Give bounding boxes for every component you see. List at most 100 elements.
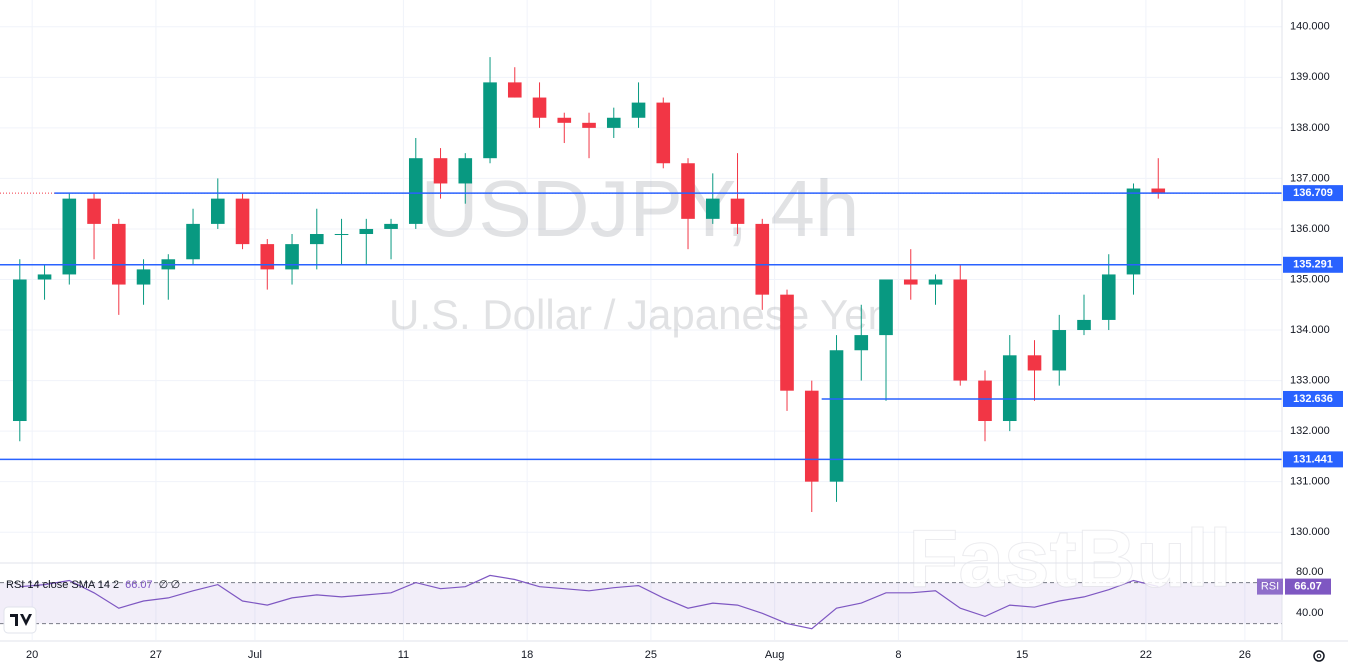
- candle-body: [483, 82, 497, 159]
- tv-logo-box[interactable]: [3, 606, 37, 634]
- x-tick-label: Aug: [765, 649, 785, 661]
- level-label: 131.441: [1293, 453, 1333, 465]
- candle-body: [1027, 355, 1042, 371]
- level-label-box: [1283, 185, 1343, 202]
- level-label-box: [1283, 451, 1343, 468]
- watermark-name: U.S. Dollar / Japanese Yen: [389, 291, 891, 338]
- level-label-box: [1283, 390, 1343, 407]
- x-tick-label: 25: [645, 649, 657, 661]
- level-label: 132.636: [1293, 393, 1333, 405]
- candle-body: [606, 117, 621, 128]
- candle-body: [631, 102, 646, 118]
- candle-body: [1151, 188, 1166, 194]
- candle-body: [705, 198, 720, 219]
- rsi-title: RSI 14 close SMA 14 2: [6, 579, 119, 591]
- candle-body: [755, 223, 770, 295]
- candle-body: [285, 244, 299, 270]
- candle-body: [260, 244, 275, 270]
- rsi-name-box: [1257, 578, 1283, 595]
- y-tick-label: 130.000: [1290, 526, 1330, 538]
- candle-body: [656, 102, 671, 164]
- rsi-band: [0, 582, 1282, 624]
- y-tick-label: 133.000: [1290, 374, 1330, 386]
- x-tick-label: 8: [895, 649, 901, 661]
- gear-center: [1316, 653, 1322, 659]
- candle-body: [136, 269, 151, 285]
- level-label: 136.709: [1293, 187, 1333, 199]
- candle-body: [12, 279, 27, 422]
- candle-body: [458, 158, 473, 184]
- x-tick-label: 22: [1140, 649, 1152, 661]
- candle-body: [557, 117, 572, 123]
- rsi-na: ∅: [171, 579, 181, 591]
- y-tick-label: 136.000: [1290, 223, 1330, 235]
- rsi-value-label: 66.07: [1294, 581, 1322, 593]
- y-tick-label: 135.000: [1290, 273, 1330, 285]
- candle-body: [532, 97, 547, 118]
- candle-body: [1101, 274, 1116, 320]
- x-tick-label: 15: [1016, 649, 1028, 661]
- candle-body: [879, 279, 893, 336]
- rsi-tick-label: 80.00: [1296, 566, 1324, 578]
- rsi-tick-label: 40.00: [1296, 607, 1324, 619]
- y-tick-label: 140.000: [1290, 21, 1330, 33]
- candle-body: [408, 158, 423, 224]
- x-tick-label: 20: [26, 649, 38, 661]
- candle-body: [804, 390, 819, 482]
- candle-body: [309, 234, 324, 245]
- candle-body: [928, 279, 943, 285]
- candle-body: [780, 294, 794, 391]
- candle-body: [681, 163, 695, 219]
- candle-body: [235, 198, 250, 245]
- rsi-legend: RSI 14 close SMA 14 2 66.07 ∅ ∅: [6, 579, 180, 591]
- candle-body: [87, 198, 101, 224]
- candle-body: [186, 223, 200, 260]
- level-label-box: [1283, 256, 1343, 273]
- x-tick-label: 11: [398, 649, 409, 661]
- candle-body: [433, 158, 448, 184]
- y-tick-label: 132.000: [1290, 425, 1330, 437]
- grid: [0, 0, 1282, 640]
- rsi-value: 66.07: [125, 579, 153, 591]
- rsi-line: [19, 574, 1159, 630]
- candle-body: [359, 228, 374, 235]
- x-tick-label: Jul: [248, 649, 262, 661]
- y-tick-label: 138.000: [1290, 122, 1330, 134]
- y-tick-label: 137.000: [1290, 172, 1330, 184]
- marks: [0, 57, 1282, 630]
- candle-body: [730, 198, 745, 224]
- candle-body: [1002, 355, 1017, 422]
- candle-body: [210, 198, 225, 224]
- candle-body: [1052, 330, 1067, 371]
- candle-body: [37, 274, 52, 280]
- candle-body: [62, 198, 77, 275]
- rsi-name: RSI: [1261, 581, 1279, 593]
- rsi-na: ∅: [159, 579, 169, 591]
- candle-body: [507, 82, 522, 98]
- candle-body: [384, 223, 398, 229]
- candle-body: [334, 234, 349, 236]
- candle-body: [829, 350, 844, 482]
- gear[interactable]: [1313, 650, 1325, 662]
- watermark-brand: FastBull: [908, 514, 1231, 605]
- level-label: 135.291: [1293, 259, 1333, 271]
- y-tick-label: 134.000: [1290, 324, 1330, 336]
- candle-body: [582, 122, 596, 128]
- y-tick-label: 131.000: [1290, 476, 1330, 488]
- candle-body: [111, 223, 126, 285]
- candle-body: [854, 335, 869, 351]
- candle-body: [978, 380, 992, 422]
- tv-logo-mark: [10, 614, 32, 626]
- tv-logo[interactable]: [3, 606, 37, 634]
- candle-body: [953, 279, 968, 381]
- settings-icon[interactable]: [1313, 650, 1325, 662]
- y-tick-label: 139.000: [1290, 71, 1330, 83]
- candle-body: [1077, 319, 1091, 331]
- candle-body: [1126, 188, 1141, 275]
- rsi-value-box: [1285, 578, 1331, 595]
- candle-body: [903, 279, 918, 285]
- x-tick-label: 26: [1239, 649, 1251, 661]
- watermark-symbol: USDJPY, 4h: [421, 164, 860, 253]
